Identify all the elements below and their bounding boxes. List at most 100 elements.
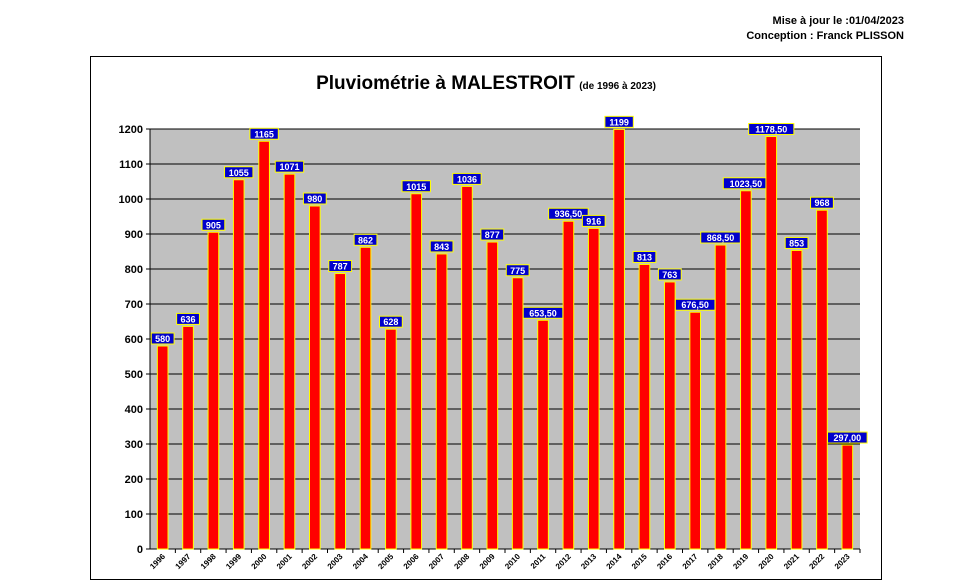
data-label-box-2004 xyxy=(353,233,378,246)
data-label-2017: 676,50 xyxy=(681,300,709,310)
x-tick-label-2001: 2001 xyxy=(275,552,294,571)
x-tick-label-2000: 2000 xyxy=(250,552,269,571)
data-label-2018: 868,50 xyxy=(707,233,735,243)
bar-2007 xyxy=(435,253,448,550)
y-tick-label: 800 xyxy=(125,264,143,276)
data-label-box-1997 xyxy=(176,312,200,325)
bar-2001 xyxy=(283,173,296,550)
bar-2012 xyxy=(562,220,575,550)
x-tick-label-2016: 2016 xyxy=(655,552,674,571)
x-tick-label-2002: 2002 xyxy=(300,552,319,571)
data-label-1996: 580 xyxy=(155,334,170,344)
x-tick-label-2005: 2005 xyxy=(376,552,395,571)
y-tick-label: 900 xyxy=(125,229,143,241)
chart-frame: Pluviométrie à MALESTROIT (de 1996 à 202… xyxy=(90,56,882,580)
bar-2008 xyxy=(461,185,473,550)
data-label-box-1998 xyxy=(201,218,226,231)
bar-2010 xyxy=(511,277,524,550)
x-tick-label-2023: 2023 xyxy=(833,552,852,571)
data-label-2003: 787 xyxy=(333,262,348,272)
x-tick-label-1997: 1997 xyxy=(174,552,193,571)
x-tick-label-2003: 2003 xyxy=(326,552,345,571)
bar-2017 xyxy=(689,311,702,550)
y-tick-label: 400 xyxy=(125,404,143,416)
x-tick-label-2009: 2009 xyxy=(478,552,497,571)
data-label-box-2014 xyxy=(604,115,634,128)
data-label-2014: 1199 xyxy=(609,117,629,127)
data-label-2004: 862 xyxy=(358,235,373,245)
data-label-2022: 968 xyxy=(814,198,829,208)
data-label-2015: 813 xyxy=(637,252,652,262)
update-date: Mise à jour le :01/04/2023 xyxy=(772,15,904,27)
data-label-box-2008 xyxy=(452,172,482,185)
data-label-2002: 980 xyxy=(307,194,322,204)
data-label-2016: 763 xyxy=(662,270,677,280)
bar-2006 xyxy=(410,193,423,550)
chart-subtitle: (de 1996 à 2023) xyxy=(579,81,656,92)
x-tick-label-2021: 2021 xyxy=(782,552,801,571)
bar-2016 xyxy=(663,281,676,550)
bar-1996 xyxy=(156,345,169,550)
data-label-2011: 653,50 xyxy=(529,308,557,318)
y-tick-label: 1100 xyxy=(119,159,143,171)
x-tick-label-2015: 2015 xyxy=(630,552,649,571)
x-tick-label-2018: 2018 xyxy=(706,552,725,571)
bar-2004 xyxy=(359,246,372,550)
data-label-box-2002 xyxy=(302,192,327,205)
data-label-box-2016 xyxy=(657,268,682,281)
x-tick-label-1999: 1999 xyxy=(224,552,243,571)
data-label-1997: 636 xyxy=(181,314,196,324)
data-label-2008: 1036 xyxy=(457,174,477,184)
data-label-1999: 1055 xyxy=(229,168,249,178)
data-label-2005: 628 xyxy=(383,317,398,327)
x-tick-label-2013: 2013 xyxy=(579,552,598,571)
data-label-box-2006 xyxy=(401,180,431,193)
rainfall-bar-chart: 0 100 200 300 400 500 600 700 800 900 1000 1100 1200… xyxy=(119,115,868,571)
bar-1997 xyxy=(182,325,194,550)
y-tick-label: 500 xyxy=(125,369,143,381)
x-tick-label-2007: 2007 xyxy=(427,552,446,571)
data-label-box-2015 xyxy=(632,250,657,263)
y-tick-label: 1200 xyxy=(119,124,143,136)
chart-title-main: Pluviométrie à MALESTROIT xyxy=(316,73,575,94)
y-tick-label: 300 xyxy=(125,439,143,451)
chart-title: Pluviométrie à MALESTROIT (de 1996 à 202… xyxy=(91,73,881,95)
bar-1998 xyxy=(207,231,220,550)
data-label-box-2013 xyxy=(581,214,606,227)
data-label-1998: 905 xyxy=(206,220,221,230)
y-tick-label: 1000 xyxy=(119,194,143,206)
data-label-box-2020 xyxy=(748,123,795,136)
data-label-box-2009 xyxy=(480,228,505,241)
header-info: Mise à jour le :01/04/2023 Conception : … xyxy=(746,14,904,44)
data-label-2001: 1071 xyxy=(279,162,299,172)
bar-2011 xyxy=(537,319,549,550)
data-label-2010: 775 xyxy=(510,266,525,276)
bar-2005 xyxy=(385,328,397,550)
y-tick-label: 100 xyxy=(125,509,143,521)
data-label-2023: 297,00 xyxy=(834,433,862,443)
data-label-box-2000 xyxy=(249,127,279,140)
data-label-box-2005 xyxy=(378,315,403,328)
data-label-2006: 1015 xyxy=(406,182,426,192)
data-label-box-1999 xyxy=(224,166,254,179)
x-tick-label-2010: 2010 xyxy=(503,552,522,571)
x-tick-label-1996: 1996 xyxy=(148,552,167,571)
y-tick-label: 0 xyxy=(137,544,143,556)
bar-2003 xyxy=(334,273,347,550)
data-label-2012: 936,50 xyxy=(555,209,583,219)
bar-1999 xyxy=(232,179,245,550)
bar-2013 xyxy=(587,227,600,550)
x-tick-label-2019: 2019 xyxy=(731,552,750,571)
bar-2015 xyxy=(638,263,651,550)
data-label-box-2003 xyxy=(328,260,353,273)
data-label-box-2010 xyxy=(505,264,530,277)
bar-2002 xyxy=(308,205,321,550)
x-tick-label-2011: 2011 xyxy=(529,552,548,571)
data-label-2020: 1178,50 xyxy=(755,125,787,135)
data-label-box-2012 xyxy=(548,207,589,220)
author-credit: Conception : Franck PLISSON xyxy=(746,30,904,42)
bar-2022 xyxy=(816,209,828,550)
x-tick-label-2017: 2017 xyxy=(681,552,700,571)
data-label-box-2007 xyxy=(429,240,454,253)
x-tick-label-2014: 2014 xyxy=(605,552,624,571)
